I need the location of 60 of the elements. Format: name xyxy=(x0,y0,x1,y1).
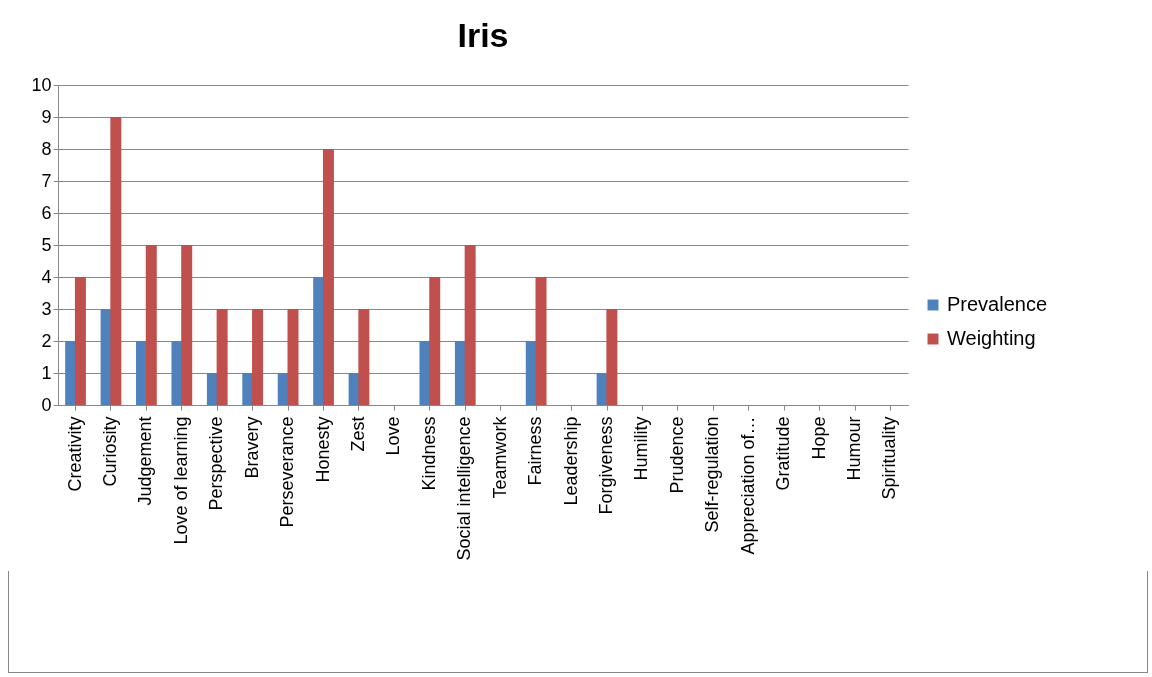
y-tick-label: 2 xyxy=(41,330,52,351)
x-tick-label: Spirituality xyxy=(879,416,900,500)
x-tick-label: Prudence xyxy=(666,416,687,494)
x-tick-label: Gratitude xyxy=(773,416,794,491)
x-tick-label: Humility xyxy=(631,416,652,481)
y-tick-label: 6 xyxy=(41,202,52,223)
x-tick-label: Social intelligence xyxy=(454,416,475,561)
y-tick-label: 5 xyxy=(41,234,52,255)
bar xyxy=(322,149,334,405)
x-tick-label: Appreciation of… xyxy=(737,416,758,555)
bar xyxy=(358,309,370,405)
x-tick-label: Judgement xyxy=(135,416,156,506)
x-tick-label: Fairness xyxy=(525,416,546,486)
y-tick-label: 10 xyxy=(31,74,52,95)
y-tick-label: 1 xyxy=(41,362,52,383)
x-tick-label: Self-regulation xyxy=(702,416,723,533)
bar xyxy=(429,277,441,405)
bar xyxy=(171,341,183,405)
bar xyxy=(216,309,228,405)
x-tick-label: Perseverance xyxy=(277,416,298,528)
y-tick-label: 4 xyxy=(41,266,52,287)
x-tick-label: Love xyxy=(383,416,404,456)
x-tick-label: Love of learning xyxy=(170,416,191,545)
bar xyxy=(535,277,547,405)
chart-title: Iris xyxy=(457,16,509,54)
bar xyxy=(110,117,122,405)
x-tick-label: Humour xyxy=(844,416,865,481)
bar xyxy=(65,341,77,405)
legend-label: Weighting xyxy=(947,327,1036,349)
bar xyxy=(525,341,537,405)
x-tick-label: Hope xyxy=(808,416,829,460)
bar xyxy=(74,277,86,405)
bar xyxy=(606,309,618,405)
bar xyxy=(313,277,325,405)
x-tick-label: Perspective xyxy=(206,416,227,511)
bar xyxy=(287,309,299,405)
x-tick-label: Forgiveness xyxy=(596,416,617,515)
bar xyxy=(145,245,157,405)
y-tick-label: 9 xyxy=(41,106,52,127)
bar xyxy=(136,341,148,405)
bar xyxy=(419,341,431,405)
x-tick-label: Teamwork xyxy=(489,415,510,499)
bar xyxy=(242,373,254,405)
bar xyxy=(206,373,218,405)
bar xyxy=(464,245,476,405)
bar xyxy=(252,309,264,405)
y-tick-label: 8 xyxy=(41,138,52,159)
bar xyxy=(181,245,193,405)
x-tick-label: Kindness xyxy=(418,416,439,491)
x-tick-label: Leadership xyxy=(560,416,581,506)
x-tick-label: Zest xyxy=(347,416,368,452)
y-tick-label: 0 xyxy=(41,394,52,415)
x-tick-label: Creativity xyxy=(64,416,85,492)
y-tick-label: 3 xyxy=(41,298,52,319)
x-tick-label: Curiosity xyxy=(99,416,120,487)
y-tick-label: 7 xyxy=(41,170,52,191)
x-tick-label: Honesty xyxy=(312,416,333,483)
bar xyxy=(454,341,466,405)
legend-label: Prevalence xyxy=(947,293,1048,315)
x-tick-label: Bravery xyxy=(241,416,262,479)
